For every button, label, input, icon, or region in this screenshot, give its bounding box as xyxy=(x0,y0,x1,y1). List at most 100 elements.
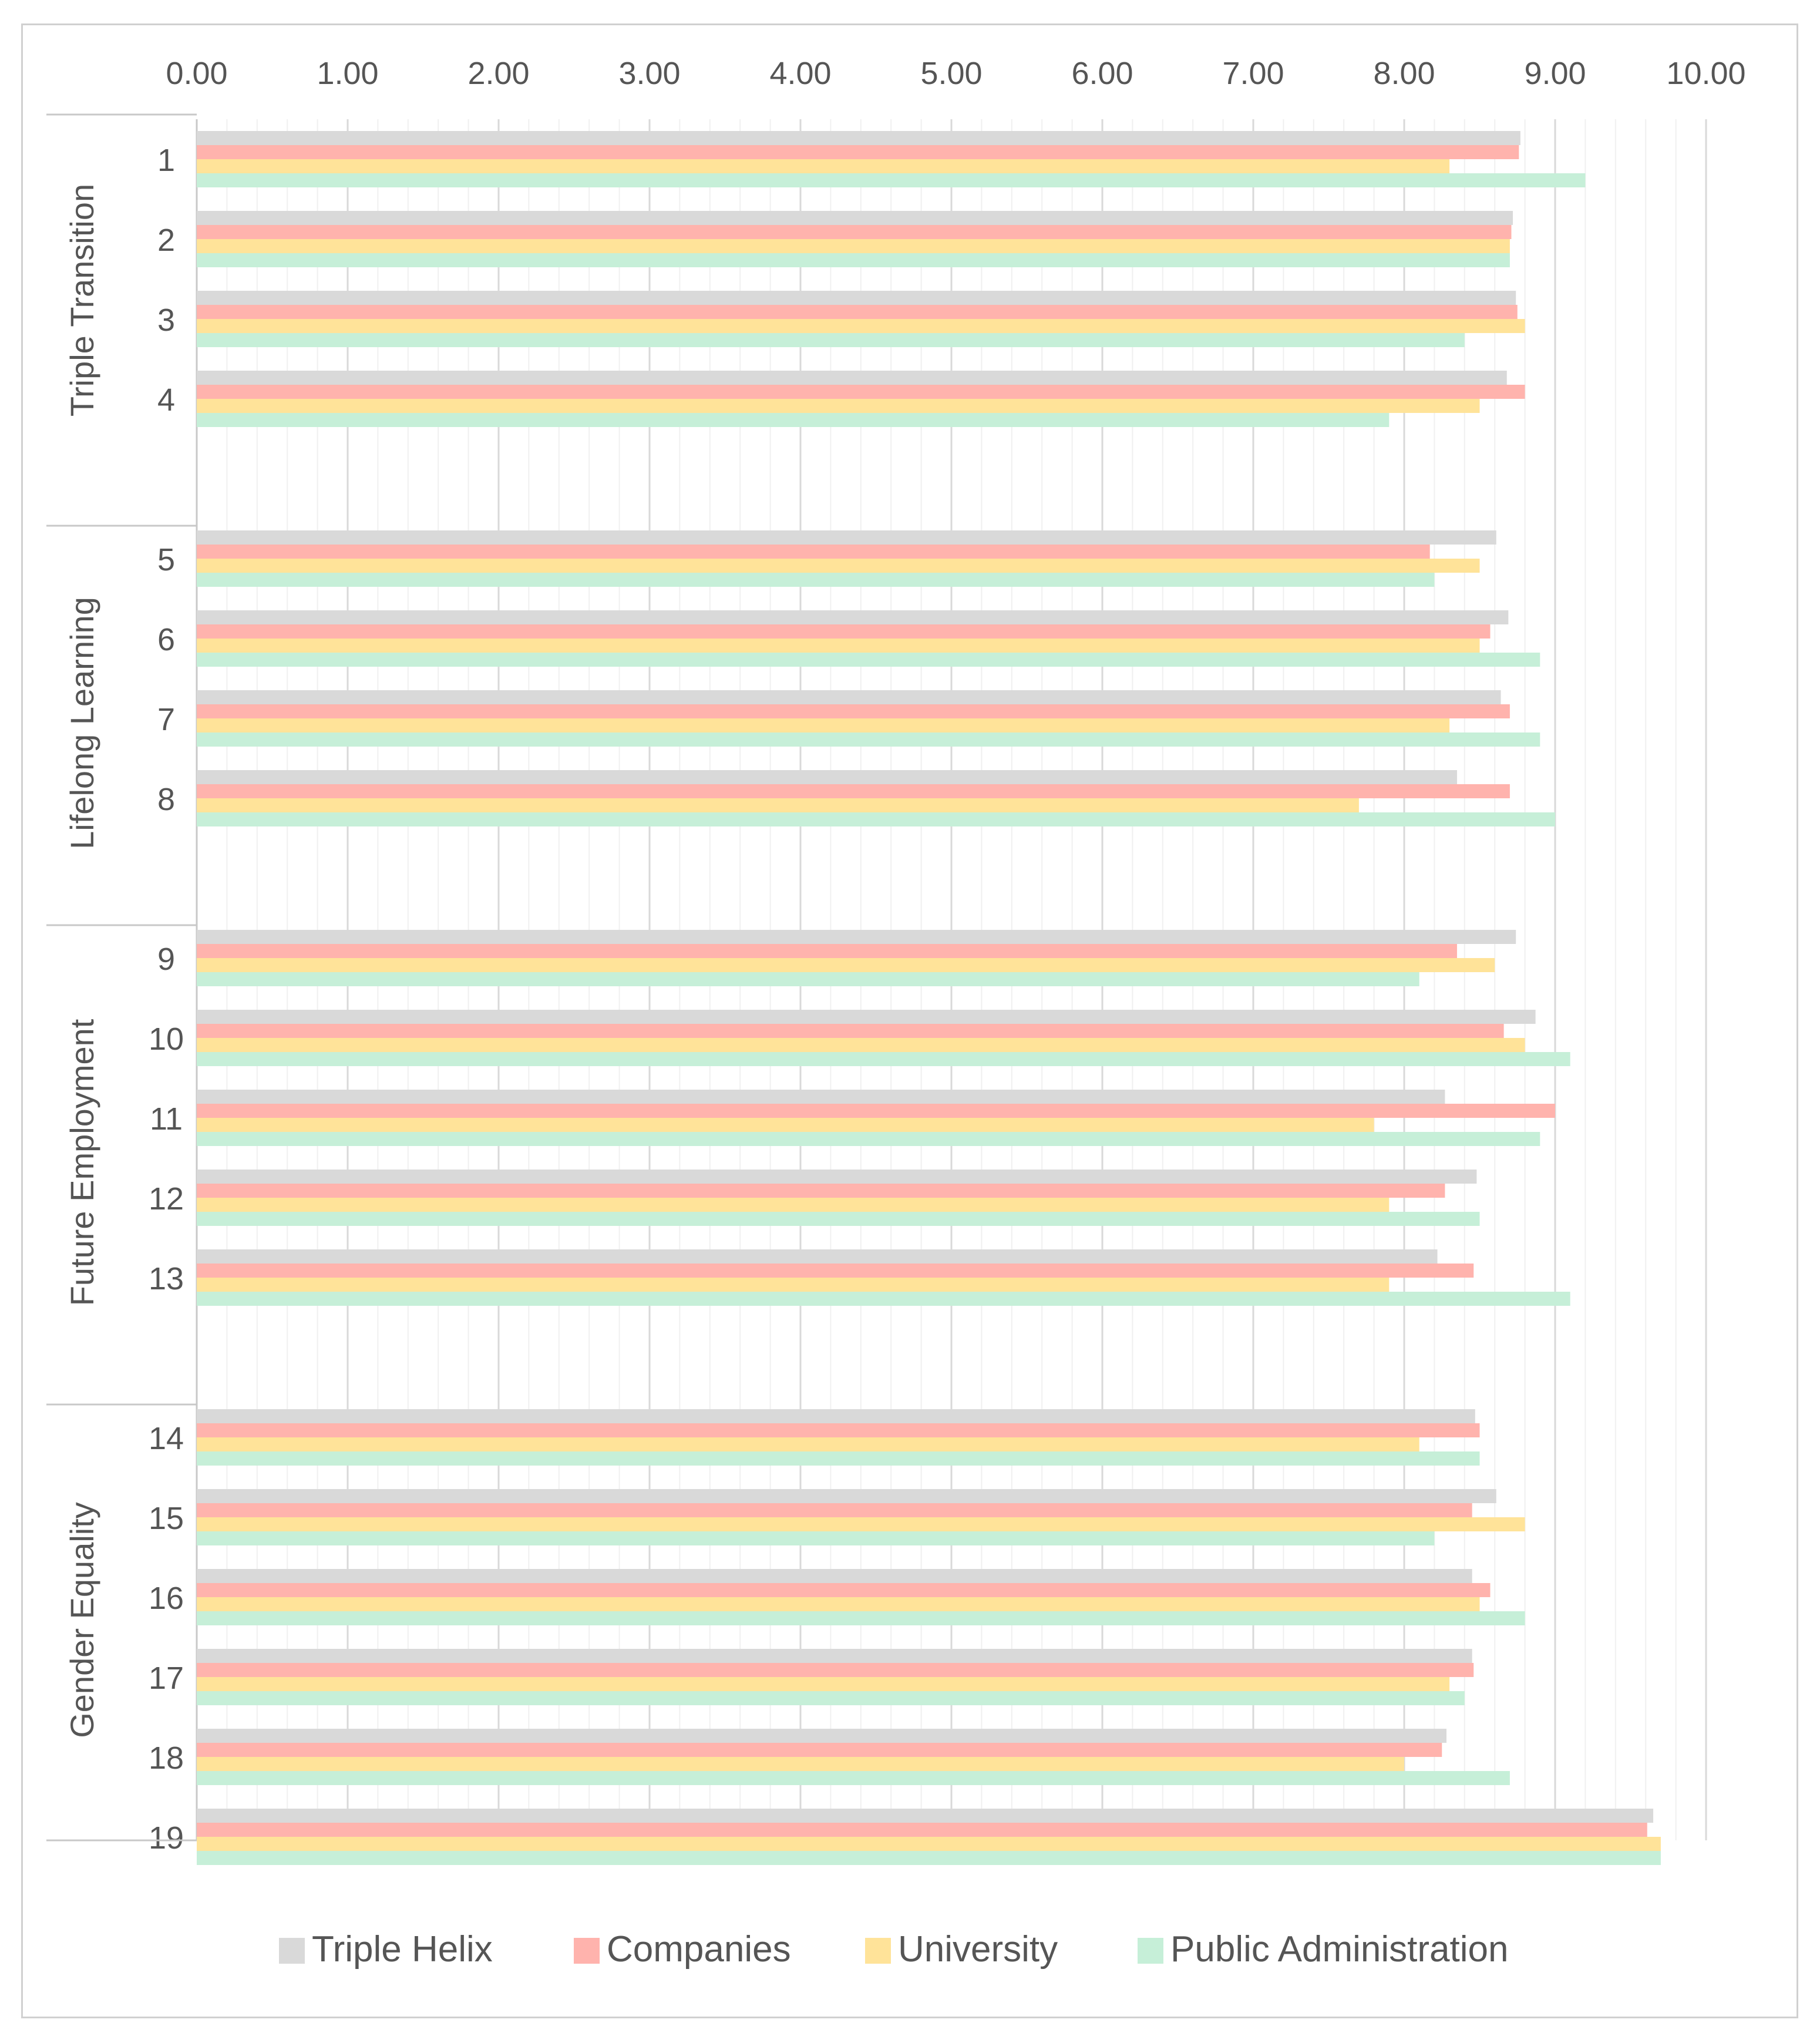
bar-companies-16 xyxy=(197,1583,1491,1597)
bar-companies-6 xyxy=(197,624,1491,639)
group-label-future-employment: Future Employment xyxy=(63,1019,100,1306)
bar-triple-helix-11 xyxy=(197,1090,1445,1104)
category-label: 6 xyxy=(157,622,175,657)
bar-public-administration-8 xyxy=(197,812,1555,826)
bar-public-administration-5 xyxy=(197,573,1435,587)
category-label: 3 xyxy=(157,303,175,338)
bar-companies-18 xyxy=(197,1743,1442,1757)
legend-swatch-triple-helix xyxy=(279,1938,305,1964)
x-tick-label: 6.00 xyxy=(1071,56,1133,91)
bar-triple-helix-15 xyxy=(197,1489,1496,1503)
bar-triple-helix-16 xyxy=(197,1569,1472,1583)
category-label: 5 xyxy=(157,542,175,577)
bar-university-10 xyxy=(197,1038,1525,1052)
bar-companies-11 xyxy=(197,1104,1555,1118)
group-label-triple-transition: Triple Transition xyxy=(63,184,100,416)
legend-label-triple-helix: Triple Helix xyxy=(312,1929,493,1970)
bar-triple-helix-2 xyxy=(197,211,1513,225)
bar-public-administration-14 xyxy=(197,1451,1480,1466)
bar-university-9 xyxy=(197,958,1495,972)
category-label: 2 xyxy=(157,223,175,258)
bar-triple-helix-7 xyxy=(197,690,1501,704)
legend-swatch-companies xyxy=(574,1938,600,1964)
bar-companies-13 xyxy=(197,1264,1474,1278)
legend-label-companies: Companies xyxy=(607,1929,791,1970)
x-tick-label: 4.00 xyxy=(769,56,831,91)
bar-public-administration-15 xyxy=(197,1531,1435,1545)
bar-triple-helix-5 xyxy=(197,530,1496,545)
bar-public-administration-11 xyxy=(197,1132,1540,1146)
bar-triple-helix-19 xyxy=(197,1809,1654,1823)
category-label: 17 xyxy=(149,1661,184,1696)
x-tick-label: 3.00 xyxy=(618,56,680,91)
category-label: 11 xyxy=(150,1101,183,1137)
bar-companies-19 xyxy=(197,1823,1647,1837)
bar-companies-15 xyxy=(197,1503,1472,1517)
bar-university-4 xyxy=(197,399,1480,413)
bar-companies-4 xyxy=(197,385,1525,399)
bar-public-administration-17 xyxy=(197,1691,1465,1705)
bar-university-19 xyxy=(197,1837,1661,1851)
bar-triple-helix-6 xyxy=(197,610,1509,624)
bar-triple-helix-8 xyxy=(197,770,1457,784)
bar-public-administration-3 xyxy=(197,333,1465,347)
bar-public-administration-7 xyxy=(197,732,1540,747)
bar-companies-7 xyxy=(197,704,1510,718)
bar-public-administration-10 xyxy=(197,1052,1570,1066)
legend-swatch-public-administration xyxy=(1138,1938,1163,1964)
bar-university-1 xyxy=(197,159,1450,173)
category-label: 16 xyxy=(149,1581,184,1616)
bar-public-administration-12 xyxy=(197,1212,1480,1226)
bar-triple-helix-17 xyxy=(197,1649,1472,1663)
x-tick-label: 10.00 xyxy=(1666,56,1745,91)
category-label: 13 xyxy=(149,1261,184,1296)
category-label: 7 xyxy=(157,702,175,737)
bar-triple-helix-14 xyxy=(197,1409,1475,1423)
bar-companies-17 xyxy=(197,1663,1474,1677)
bar-triple-helix-1 xyxy=(197,131,1520,145)
bar-companies-1 xyxy=(197,145,1519,159)
bar-university-2 xyxy=(197,239,1510,253)
group-label-gender-equality: Gender Equality xyxy=(63,1502,100,1738)
category-label: 12 xyxy=(149,1181,184,1217)
bar-university-11 xyxy=(197,1118,1374,1132)
legend-label-public-administration: Public Administration xyxy=(1170,1929,1509,1970)
bar-university-18 xyxy=(197,1757,1404,1771)
bar-triple-helix-4 xyxy=(197,371,1507,385)
bar-university-15 xyxy=(197,1517,1525,1531)
category-label: 1 xyxy=(157,143,175,178)
x-tick-label: 9.00 xyxy=(1524,56,1586,91)
bar-public-administration-6 xyxy=(197,653,1540,667)
legend-swatch-university xyxy=(865,1938,891,1964)
bar-public-administration-18 xyxy=(197,1771,1510,1785)
chart-frame: 0.00 1.00 2.00 3.00 4.00 5.00 6.00 7.00 8.00 9.00… xyxy=(21,23,1798,2018)
bar-university-3 xyxy=(197,319,1525,333)
category-label: 15 xyxy=(149,1501,184,1536)
bar-public-administration-4 xyxy=(197,413,1390,427)
category-label: 19 xyxy=(149,1820,184,1856)
bar-university-6 xyxy=(197,639,1480,653)
category-label: 9 xyxy=(157,942,175,977)
bar-university-16 xyxy=(197,1597,1480,1611)
x-tick-label: 2.00 xyxy=(467,56,529,91)
group-label-lifelong-learning: Lifelong Learning xyxy=(63,597,100,849)
bar-university-13 xyxy=(197,1278,1390,1292)
bar-triple-helix-18 xyxy=(197,1729,1446,1743)
bar-companies-5 xyxy=(197,545,1430,559)
x-tick-label: 8.00 xyxy=(1373,56,1435,91)
bar-companies-3 xyxy=(197,305,1518,319)
category-label: 8 xyxy=(157,782,175,817)
bar-companies-12 xyxy=(197,1184,1445,1198)
bar-companies-2 xyxy=(197,225,1512,239)
bar-triple-helix-13 xyxy=(197,1249,1438,1264)
bar-companies-10 xyxy=(197,1024,1504,1038)
x-tick-label: 0.00 xyxy=(166,56,227,91)
bar-public-administration-1 xyxy=(197,173,1586,187)
bar-university-8 xyxy=(197,798,1359,812)
bar-triple-helix-10 xyxy=(197,1010,1536,1024)
bar-university-12 xyxy=(197,1198,1390,1212)
bar-companies-8 xyxy=(197,784,1510,798)
bar-triple-helix-9 xyxy=(197,930,1516,944)
bar-public-administration-13 xyxy=(197,1292,1570,1306)
category-label: 18 xyxy=(149,1740,184,1776)
